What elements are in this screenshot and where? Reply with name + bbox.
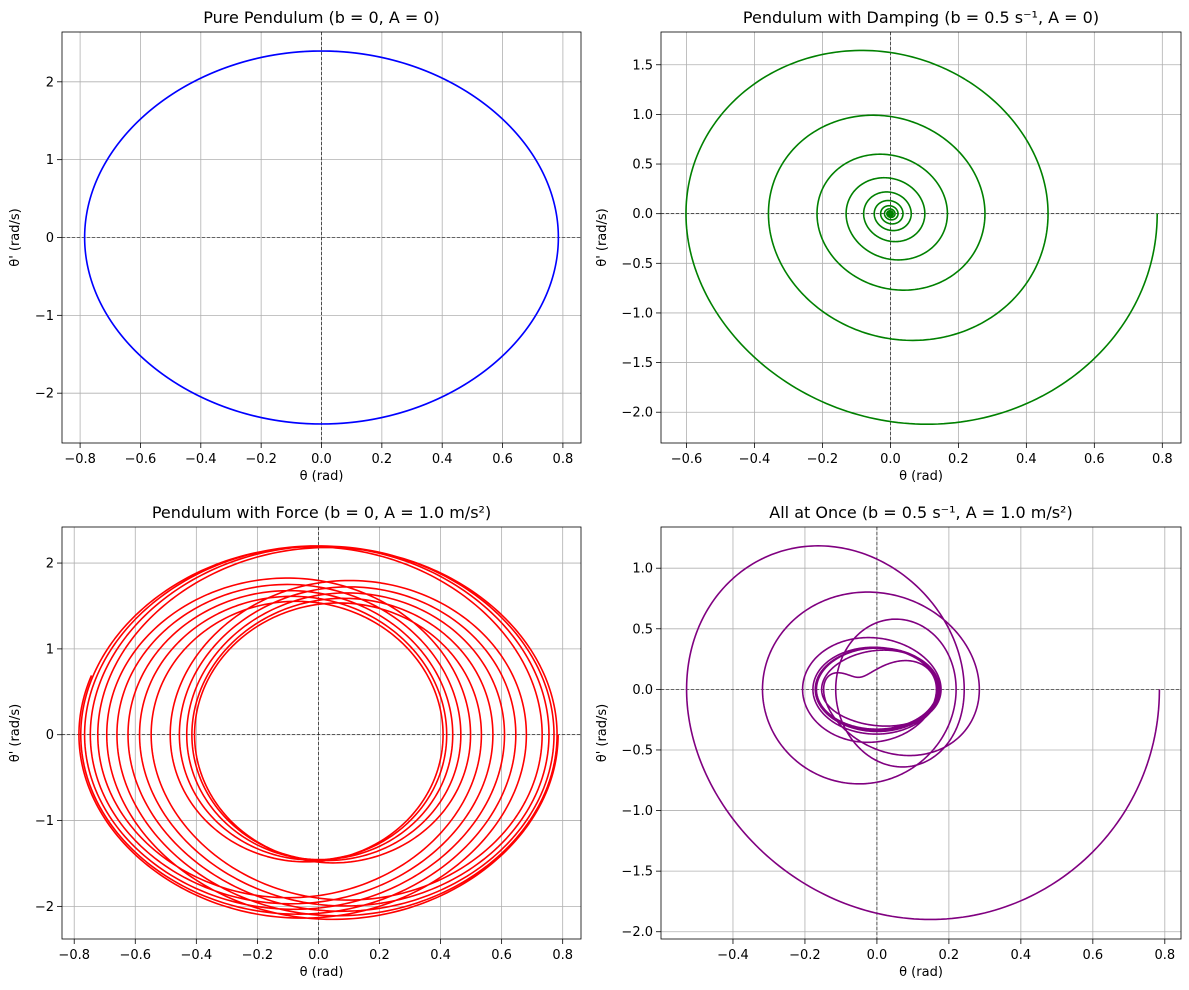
series-line bbox=[78, 545, 559, 921]
x-tick-label: 0.4 bbox=[430, 948, 451, 963]
x-tick-label: 0.4 bbox=[432, 452, 453, 467]
y-tick-label: −0.5 bbox=[621, 743, 653, 758]
x-tick-label: −0.2 bbox=[789, 948, 821, 963]
x-tick-label: −0.2 bbox=[807, 452, 839, 467]
x-tick-label: 0.0 bbox=[311, 452, 332, 467]
subplot-damping: −0.6 −0.4 −0.2 0.0 0.2 0.4 0.6 0.8 −2.0 −1.5 −1.0 −… bbox=[595, 8, 1182, 484]
x-tick-label: 0.6 bbox=[492, 452, 513, 467]
y-tick-label: −0.5 bbox=[621, 257, 653, 272]
axes-frame bbox=[61, 526, 582, 940]
x-tick-label: 0.0 bbox=[308, 948, 329, 963]
subplot-pure-pendulum: −0.8 −0.6 −0.4 −0.2 0.0 0.2 0.4 0.6 0.8 −2 −1 0 1 2 Pu… bbox=[8, 8, 582, 484]
y-axis-label: θ' (rad/s) bbox=[8, 208, 23, 267]
y-tick-label: 1.0 bbox=[632, 108, 653, 123]
chart-title: Pure Pendulum (b = 0, A = 0) bbox=[203, 8, 440, 27]
y-tick-label: 0.0 bbox=[632, 683, 653, 698]
series-line bbox=[685, 49, 1159, 426]
x-axis-label: θ (rad) bbox=[300, 965, 344, 980]
x-axis-label: θ (rad) bbox=[300, 469, 344, 484]
x-tick-label: −0.6 bbox=[671, 452, 703, 467]
y-tick-label: −1.5 bbox=[621, 356, 653, 371]
y-tick-label: −2.0 bbox=[621, 925, 653, 940]
chart-title: All at Once (b = 0.5 s⁻¹, A = 1.0 m/s²) bbox=[769, 503, 1072, 522]
y-tick-label: 0 bbox=[46, 728, 54, 743]
x-tick-label: 0.6 bbox=[491, 948, 512, 963]
subplot-all-at-once: −0.4 −0.2 0.0 0.2 0.4 0.6 0.8 −2.0 −1.5 −1.0 −0.5 0… bbox=[595, 503, 1182, 980]
axes-frame bbox=[660, 31, 1182, 444]
x-tick-label: 0.2 bbox=[939, 948, 960, 963]
y-tick-label: −1 bbox=[35, 814, 54, 829]
y-tick-label: 1 bbox=[46, 153, 54, 168]
series-line bbox=[685, 545, 1161, 921]
y-tick-label: 0.5 bbox=[632, 158, 653, 173]
x-tick-label: 0.2 bbox=[372, 452, 393, 467]
y-tick-label: 1 bbox=[46, 642, 54, 657]
y-tick-label: −1.0 bbox=[621, 306, 653, 321]
x-axis-label: θ (rad) bbox=[899, 965, 943, 980]
y-tick-label: 2 bbox=[46, 557, 54, 572]
x-tick-label: 0.8 bbox=[553, 452, 574, 467]
x-tick-label: 0.2 bbox=[369, 948, 390, 963]
x-tick-label: 0.6 bbox=[1084, 452, 1105, 467]
y-axis-label: θ' (rad/s) bbox=[8, 704, 23, 763]
x-tick-label: 0.4 bbox=[1016, 452, 1037, 467]
x-tick-label: 0.2 bbox=[948, 452, 969, 467]
x-tick-label: 0.6 bbox=[1082, 948, 1103, 963]
x-tick-label: 0.0 bbox=[867, 948, 888, 963]
chart-title: Pendulum with Damping (b = 0.5 s⁻¹, A = … bbox=[743, 8, 1099, 27]
y-tick-label: 1.5 bbox=[632, 58, 653, 73]
x-tick-label: −0.4 bbox=[185, 452, 217, 467]
y-tick-label: 0 bbox=[46, 231, 54, 246]
x-tick-label: 0.8 bbox=[552, 948, 573, 963]
series-line bbox=[83, 50, 560, 425]
x-tick-label: −0.4 bbox=[739, 452, 771, 467]
y-tick-label: 0.5 bbox=[632, 622, 653, 637]
x-tick-label: 0.4 bbox=[1011, 948, 1032, 963]
x-tick-label: −0.2 bbox=[245, 452, 277, 467]
chart-title: Pendulum with Force (b = 0, A = 1.0 m/s²… bbox=[152, 503, 491, 522]
y-tick-label: −2 bbox=[35, 900, 54, 915]
y-tick-label: 0.0 bbox=[632, 207, 653, 222]
subplot-force: −0.8 −0.6 −0.4 −0.2 0.0 0.2 0.4 0.6 0.8 −2 −1 0 1 2 Pe… bbox=[8, 503, 582, 980]
axes-frame bbox=[660, 526, 1182, 940]
y-tick-label: 2 bbox=[46, 75, 54, 90]
x-tick-label: 0.0 bbox=[880, 452, 901, 467]
x-axis-label: θ (rad) bbox=[899, 469, 943, 484]
x-tick-label: −0.6 bbox=[119, 948, 151, 963]
x-tick-label: 0.8 bbox=[1154, 948, 1175, 963]
y-axis-label: θ' (rad/s) bbox=[595, 704, 610, 763]
x-tick-label: 0.8 bbox=[1152, 452, 1173, 467]
x-tick-label: −0.8 bbox=[58, 948, 90, 963]
y-tick-label: 1.0 bbox=[632, 562, 653, 577]
y-tick-label: −2 bbox=[35, 387, 54, 402]
y-tick-label: −1 bbox=[35, 309, 54, 324]
y-axis-label: θ' (rad/s) bbox=[595, 208, 610, 267]
x-tick-label: −0.2 bbox=[242, 948, 274, 963]
x-tick-label: −0.6 bbox=[125, 452, 157, 467]
x-tick-label: −0.8 bbox=[64, 452, 96, 467]
y-tick-label: −1.0 bbox=[621, 804, 653, 819]
x-tick-label: −0.4 bbox=[717, 948, 749, 963]
y-tick-label: −1.5 bbox=[621, 865, 653, 880]
x-tick-label: −0.4 bbox=[181, 948, 213, 963]
y-tick-label: −2.0 bbox=[621, 406, 653, 421]
